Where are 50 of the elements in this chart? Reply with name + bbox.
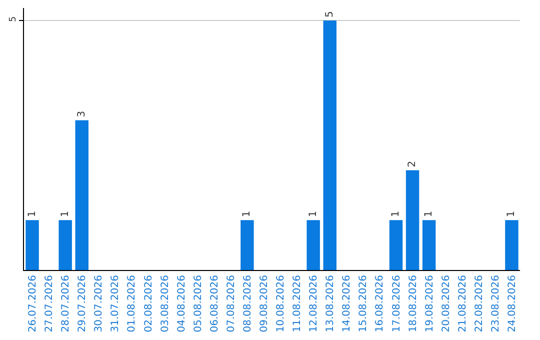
x-tick-label: 01.08.2026 <box>126 275 138 332</box>
x-tick-label: 04.08.2026 <box>176 275 188 332</box>
x-tick-label: 28.07.2026 <box>60 275 72 332</box>
x-tick-label: 16.08.2026 <box>374 275 386 332</box>
x-tick-label: 07.08.2026 <box>226 275 237 332</box>
x-tick-label: 18.08.2026 <box>408 275 419 332</box>
bar <box>389 220 403 270</box>
x-tick-label: 08.08.2026 <box>242 275 254 332</box>
x-tick-label: 27.07.2026 <box>44 275 56 332</box>
x-tick-label: 17.08.2026 <box>391 275 402 332</box>
x-tick-label: 14.08.2026 <box>342 275 353 332</box>
x-tick-label: 21.08.2026 <box>457 275 468 332</box>
data-label: 1 <box>26 210 38 218</box>
bar <box>422 220 436 270</box>
x-tick-label: 31.07.2026 <box>110 275 122 332</box>
data-label: 2 <box>407 160 418 168</box>
x-tick-label: 30.07.2026 <box>94 275 105 332</box>
x-tick-label: 05.08.2026 <box>192 275 204 332</box>
data-label: 1 <box>60 210 71 218</box>
x-tick-label: 06.08.2026 <box>209 275 220 332</box>
x-tick-label: 20.08.2026 <box>440 275 452 332</box>
x-tick-label: 02.08.2026 <box>143 275 154 332</box>
x-tick-label: 11.08.2026 <box>292 275 304 332</box>
bar <box>505 220 518 270</box>
data-label: 3 <box>76 110 88 118</box>
data-label: 1 <box>308 210 319 218</box>
x-tick-label: 13.08.2026 <box>325 275 336 332</box>
bar <box>26 220 39 270</box>
bar <box>323 20 336 270</box>
x-tick-label: 24.08.2026 <box>506 275 518 332</box>
data-label: 1 <box>390 210 402 218</box>
data-label: 1 <box>242 210 253 218</box>
x-tick-label: 09.08.2026 <box>258 275 270 332</box>
x-tick-label: 19.08.2026 <box>424 275 436 332</box>
x-tick-label: 12.08.2026 <box>308 275 320 332</box>
x-tick-label: 29.07.2026 <box>77 275 88 332</box>
x-tick-label: 03.08.2026 <box>160 275 171 332</box>
bar <box>240 220 254 270</box>
x-tick-label: 26.07.2026 <box>28 275 39 332</box>
bar <box>58 220 72 270</box>
x-tick-label: 23.08.2026 <box>490 275 502 332</box>
x-tick-label: 10.08.2026 <box>276 275 287 332</box>
bar <box>306 220 320 270</box>
x-tick-label: 15.08.2026 <box>358 275 370 332</box>
data-label: 1 <box>424 210 435 218</box>
bar <box>406 170 420 270</box>
data-label: 5 <box>324 11 336 18</box>
x-tick-label: 22.08.2026 <box>474 275 485 332</box>
bar <box>75 120 88 270</box>
data-label: 1 <box>506 210 518 218</box>
